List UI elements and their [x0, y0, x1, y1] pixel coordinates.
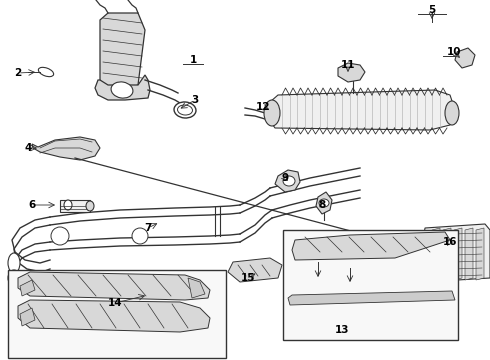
Text: 6: 6	[28, 200, 36, 210]
Ellipse shape	[283, 176, 295, 186]
Ellipse shape	[132, 228, 148, 244]
Polygon shape	[316, 192, 332, 214]
Polygon shape	[455, 48, 475, 68]
Ellipse shape	[38, 67, 53, 77]
Text: 9: 9	[281, 173, 289, 183]
Ellipse shape	[174, 102, 196, 118]
Ellipse shape	[86, 201, 94, 211]
Polygon shape	[100, 13, 145, 95]
Polygon shape	[338, 63, 365, 82]
Bar	[283, 230, 458, 340]
Text: 2: 2	[14, 68, 22, 78]
Polygon shape	[418, 224, 490, 282]
Polygon shape	[275, 170, 300, 192]
Polygon shape	[95, 75, 150, 100]
Text: 5: 5	[428, 5, 436, 15]
Text: 3: 3	[192, 95, 198, 105]
Text: 1: 1	[189, 55, 196, 65]
Polygon shape	[18, 300, 210, 332]
Ellipse shape	[177, 105, 193, 115]
Ellipse shape	[51, 227, 69, 245]
Polygon shape	[32, 137, 100, 160]
Polygon shape	[432, 228, 440, 280]
Ellipse shape	[319, 199, 329, 207]
Ellipse shape	[8, 270, 20, 286]
Text: 16: 16	[443, 237, 457, 247]
Polygon shape	[20, 280, 35, 296]
Text: 13: 13	[335, 325, 349, 335]
Polygon shape	[188, 278, 205, 298]
Polygon shape	[288, 291, 455, 305]
Text: 11: 11	[341, 60, 355, 70]
Text: 14: 14	[108, 298, 122, 308]
Text: 7: 7	[145, 223, 152, 233]
Bar	[60, 200, 90, 212]
Text: 12: 12	[256, 102, 270, 112]
Ellipse shape	[111, 82, 133, 98]
Polygon shape	[228, 258, 282, 282]
Ellipse shape	[264, 100, 280, 126]
Text: 4: 4	[24, 143, 32, 153]
Ellipse shape	[64, 200, 72, 210]
Text: 15: 15	[241, 273, 255, 283]
Polygon shape	[18, 272, 210, 300]
Polygon shape	[268, 90, 455, 130]
Polygon shape	[443, 228, 451, 280]
Text: 8: 8	[318, 200, 326, 210]
Polygon shape	[454, 228, 462, 280]
Polygon shape	[476, 228, 484, 280]
Ellipse shape	[445, 101, 459, 125]
Polygon shape	[20, 308, 35, 326]
Polygon shape	[465, 228, 473, 280]
Polygon shape	[292, 232, 450, 260]
Ellipse shape	[8, 253, 20, 273]
Text: 10: 10	[447, 47, 461, 57]
Bar	[8, 270, 226, 358]
